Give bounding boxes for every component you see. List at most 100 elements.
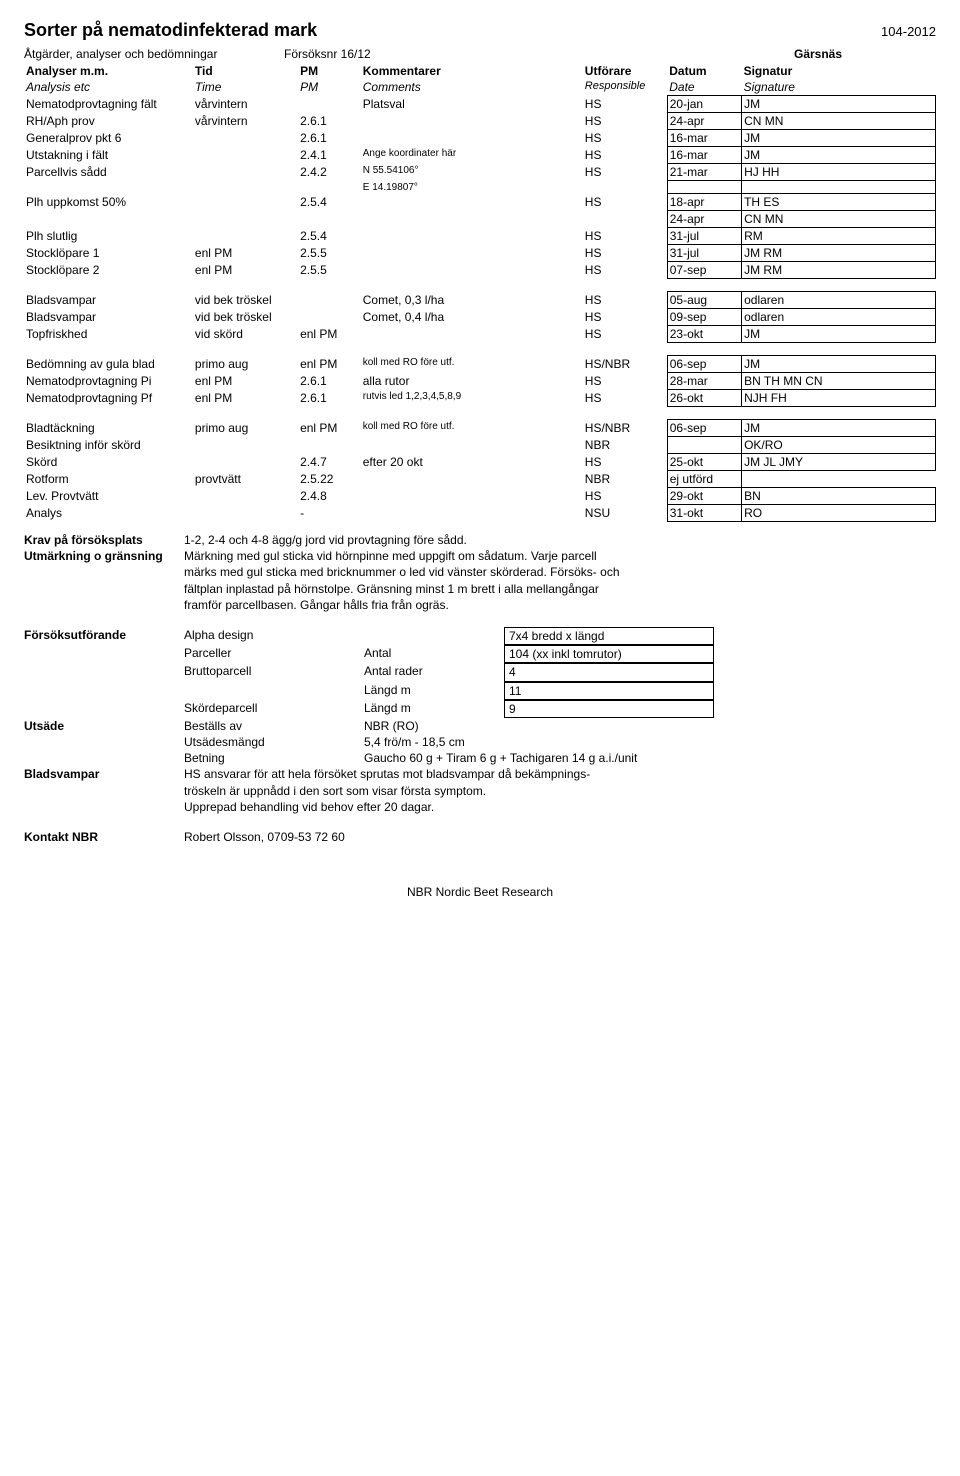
cell-date: 31-jul bbox=[667, 245, 741, 262]
cell: Analys bbox=[24, 505, 193, 522]
cell-date bbox=[667, 437, 741, 454]
cell: Besiktning inför skörd bbox=[24, 437, 193, 454]
hdr-c: PM bbox=[298, 63, 361, 79]
cell-sig: JM bbox=[742, 147, 936, 164]
cell bbox=[193, 147, 298, 164]
cell: Generalprov pkt 6 bbox=[24, 130, 193, 147]
table-row: RH/Aph provvårvintern2.6.1HS24-aprCN MN bbox=[24, 113, 936, 130]
cell bbox=[361, 245, 583, 262]
krav-text: 1-2, 2-4 och 4-8 ägg/g jord vid provtagn… bbox=[184, 532, 924, 548]
cell-date: 07-sep bbox=[667, 262, 741, 279]
cell-date: 21-mar bbox=[667, 164, 741, 181]
forsok-m: Alpha design bbox=[184, 627, 364, 645]
cell bbox=[361, 113, 583, 130]
cell: Bladsvampar bbox=[24, 292, 193, 309]
cell-date: 31-okt bbox=[667, 505, 741, 522]
table-row: 24-aprCN MN bbox=[24, 211, 936, 228]
forsok-m3: Längd m bbox=[364, 682, 504, 700]
cell: Nematodprovtagning Pi bbox=[24, 373, 193, 390]
cell bbox=[361, 194, 583, 211]
forsok-m3 bbox=[364, 627, 504, 645]
cell: Nematodprovtagning Pf bbox=[24, 390, 193, 407]
sub1-right: Gärsnäs bbox=[794, 47, 924, 61]
table-row: Nematodprovtagning Pfenl PM2.6.1rutvis l… bbox=[24, 390, 936, 407]
cell: Nematodprovtagning fält bbox=[24, 96, 193, 113]
cell: Utstakning i fält bbox=[24, 147, 193, 164]
cell: Skörd bbox=[24, 454, 193, 471]
cell: 2.6.1 bbox=[298, 373, 361, 390]
cell-date: 05-aug bbox=[667, 292, 741, 309]
footer: NBR Nordic Beet Research bbox=[24, 885, 936, 899]
table-row: Bladsvamparvid bek tröskelComet, 0,4 l/h… bbox=[24, 309, 936, 326]
cell: HS bbox=[583, 130, 667, 147]
cell-date: 09-sep bbox=[667, 309, 741, 326]
cell-sig: JM JL JMY bbox=[742, 454, 936, 471]
cell: E 14.19807° bbox=[361, 181, 583, 194]
blad-t2: tröskeln är uppnådd i den sort som visar… bbox=[184, 783, 924, 799]
cell: Bedömning av gula blad bbox=[24, 356, 193, 373]
cell-date: 06-sep bbox=[667, 420, 741, 437]
cell: HS bbox=[583, 262, 667, 279]
table-row: Nematodprovtagning fältvårvintern Platsva… bbox=[24, 96, 936, 113]
cell bbox=[361, 471, 583, 488]
forsok-value: 7x4 bredd x längd bbox=[504, 627, 714, 645]
cell: koll med RO före utf. bbox=[361, 420, 583, 437]
cell: vårvintern bbox=[193, 96, 298, 113]
table-row: Analys-NSU31-oktRO bbox=[24, 505, 936, 522]
hdr-f: Datum bbox=[667, 63, 741, 79]
cell: RH/Aph prov bbox=[24, 113, 193, 130]
cell: 2.5.22 bbox=[298, 471, 361, 488]
cell: HS bbox=[583, 390, 667, 407]
cell: enl PM bbox=[193, 373, 298, 390]
section-notes: Krav på försöksplats 1-2, 2-4 och 4-8 äg… bbox=[24, 532, 936, 845]
page-code: 104-2012 bbox=[881, 24, 936, 39]
cell bbox=[298, 292, 361, 309]
sub1-mid: Försöksnr 16/12 bbox=[284, 47, 794, 61]
cell: primo aug bbox=[193, 356, 298, 373]
forsok-m: Bruttoparcell bbox=[184, 663, 364, 681]
utsade-label bbox=[24, 750, 184, 766]
blad-label: Bladsvampar bbox=[24, 766, 184, 782]
utsade-row: BetningGaucho 60 g + Tiram 6 g + Tachiga… bbox=[24, 750, 936, 766]
cell: HS bbox=[583, 292, 667, 309]
utsade-label bbox=[24, 734, 184, 750]
cell-date: 26-okt bbox=[667, 390, 741, 407]
table-row: Generalprov pkt 62.6.1HS16-marJM bbox=[24, 130, 936, 147]
cell: HS bbox=[583, 326, 667, 343]
forsok-value: 9 bbox=[504, 700, 714, 718]
hdr2-f: Date bbox=[667, 79, 741, 96]
forsok-label: Försöksutförande bbox=[24, 627, 184, 645]
forsok-label bbox=[24, 663, 184, 681]
cell: 2.4.8 bbox=[298, 488, 361, 505]
table-row: Besiktning inför skördNBROK/RO bbox=[24, 437, 936, 454]
cell: 2.4.1 bbox=[298, 147, 361, 164]
hdr2-c: PM bbox=[298, 79, 361, 96]
cell: - bbox=[298, 505, 361, 522]
cell-sig: JM bbox=[742, 356, 936, 373]
cell-sig: JM bbox=[742, 96, 936, 113]
cell-sig: RO bbox=[742, 505, 936, 522]
cell: 2.6.1 bbox=[298, 130, 361, 147]
cell: enl PM bbox=[193, 390, 298, 407]
cell: 2.5.4 bbox=[298, 228, 361, 245]
cell bbox=[193, 181, 298, 194]
forsok-m3: Längd m bbox=[364, 700, 504, 718]
cell bbox=[193, 130, 298, 147]
cell bbox=[361, 437, 583, 454]
cell-sig: JM RM bbox=[742, 245, 936, 262]
cell: Bladsvampar bbox=[24, 309, 193, 326]
cell: provtvätt bbox=[193, 471, 298, 488]
cell bbox=[193, 505, 298, 522]
cell: HS bbox=[583, 113, 667, 130]
cell: HS bbox=[583, 96, 667, 113]
cell: 2.5.5 bbox=[298, 245, 361, 262]
hdr2-b: Time bbox=[193, 79, 298, 96]
cell: Bladtäckning bbox=[24, 420, 193, 437]
cell: Platsval bbox=[361, 96, 583, 113]
cell-date: 31-jul bbox=[667, 228, 741, 245]
cell: HS bbox=[583, 228, 667, 245]
header-row-en: Analysis etc Time PM Comments Responsibl… bbox=[24, 79, 936, 96]
forsok-row: BruttoparcellAntal rader4 bbox=[24, 663, 936, 681]
cell bbox=[298, 437, 361, 454]
utm-t3: fältplan inplastad på hörnstolpe. Gränsn… bbox=[184, 581, 924, 597]
